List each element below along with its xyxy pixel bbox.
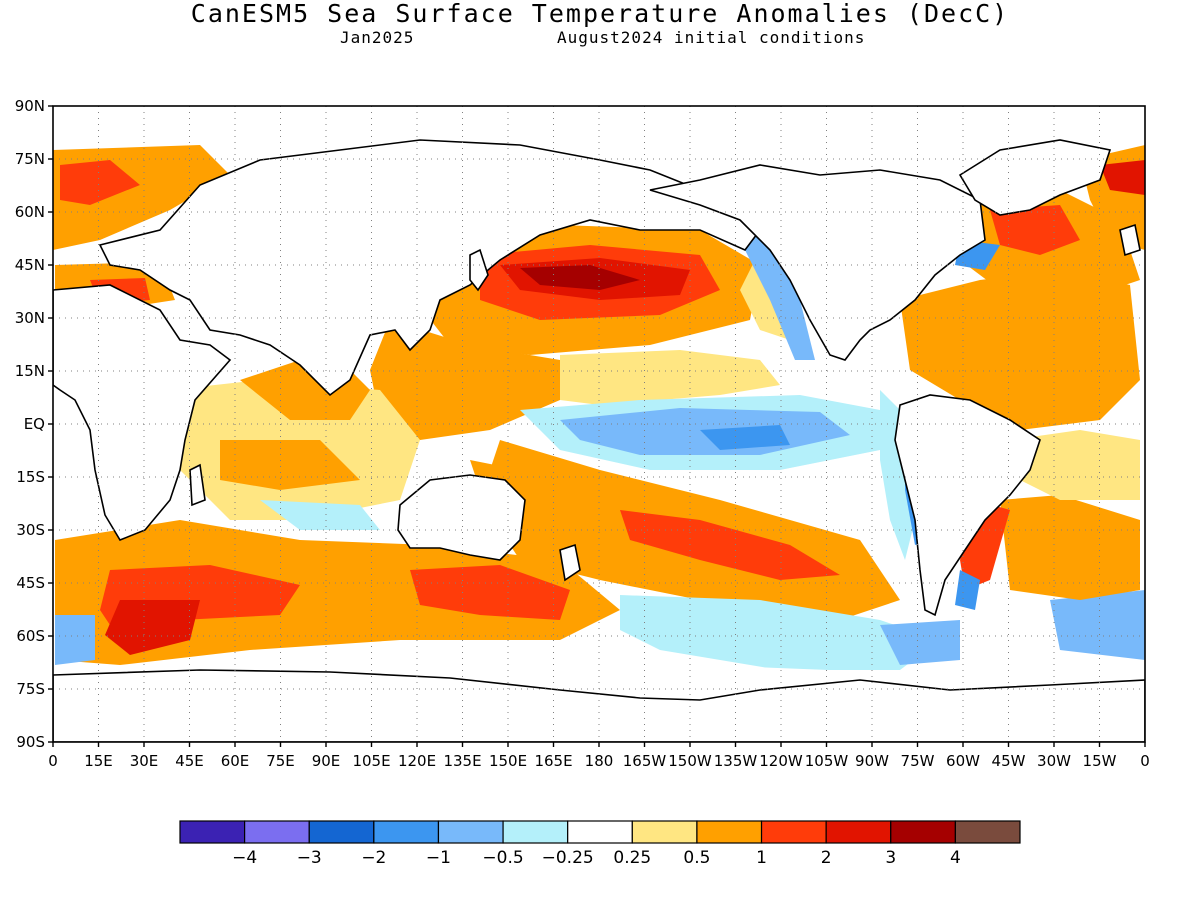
lon-tick-label: 15E: [84, 752, 113, 770]
lat-tick-label: 90N: [15, 97, 45, 115]
lat-tick-label: 30S: [16, 521, 45, 539]
lat-tick-label: 75N: [15, 150, 45, 168]
lon-tick-label: 60E: [221, 752, 250, 770]
latitude-axis: 90N 75N 60N 45N 30N 15N EQ 15S 30S 45S 60S 75S 90S: [15, 97, 53, 751]
lon-tick-label: 15W: [1083, 752, 1117, 770]
lon-tick-label: 90E: [312, 752, 341, 770]
colorbar-label: −4: [232, 848, 257, 868]
colorbar-label: 0.25: [613, 848, 651, 868]
lon-tick-label: 30E: [130, 752, 159, 770]
colorbar-swatch: [179, 820, 246, 844]
colorbar-label: 0.5: [683, 848, 710, 868]
colorbar-label: −0.5: [482, 848, 523, 868]
colorbar-swatch: [308, 820, 375, 844]
colorbar-label: 4: [950, 848, 961, 868]
forecast-month: Jan2025: [340, 28, 415, 47]
lon-tick-label: 45W: [992, 752, 1026, 770]
map-title: CanESM5 Sea Surface Temperature Anomalie…: [190, 0, 1010, 28]
colorbar-swatch: [631, 820, 698, 844]
lat-tick-label: 45S: [16, 574, 45, 592]
colorbar-swatch: [760, 820, 827, 844]
colorbar-label: 2: [821, 848, 832, 868]
colorbar-label: −1: [426, 848, 451, 868]
lon-tick-label: 165E: [534, 752, 572, 770]
lon-tick-label: 75W: [901, 752, 935, 770]
lon-tick-label: 75E: [266, 752, 295, 770]
colorbar-label: −3: [297, 848, 322, 868]
colorbar-label: 1: [756, 848, 767, 868]
colorbar-label: −2: [361, 848, 386, 868]
lon-tick-label: 105E: [352, 752, 390, 770]
lon-tick-label: 150W: [668, 752, 712, 770]
lon-tick-label: 150E: [489, 752, 527, 770]
lat-tick-label: 60N: [15, 203, 45, 221]
lon-tick-label: 180: [585, 752, 614, 770]
colorbar-swatch: [825, 820, 892, 844]
colorbar-label: −0.25: [542, 848, 594, 868]
lon-tick-label: 105W: [805, 752, 849, 770]
lat-tick-label: 30N: [15, 309, 45, 327]
colorbar-swatch: [954, 820, 1021, 844]
lon-tick-label: 120E: [398, 752, 436, 770]
lat-tick-label: 45N: [15, 256, 45, 274]
colorbar-swatch: [244, 820, 310, 844]
lon-tick-label: 45E: [175, 752, 204, 770]
lon-tick-label: 135W: [714, 752, 758, 770]
lat-tick-label: EQ: [24, 415, 45, 433]
lat-tick-label: 60S: [16, 627, 45, 645]
lon-tick-label: 165W: [623, 752, 667, 770]
colorbar-swatch: [437, 820, 504, 844]
lat-tick-label: 15S: [16, 468, 45, 486]
lon-tick-label: 0: [48, 752, 58, 770]
lat-tick-label: 15N: [15, 362, 45, 380]
lon-tick-label: 60W: [946, 752, 980, 770]
lon-tick-label: 0: [1140, 752, 1150, 770]
colorbar-swatch: [373, 820, 440, 844]
longitude-axis: 0 15E 30E 45E 60E 75E 90E 105E 120E 135E 150E 165E 1…: [48, 742, 1150, 770]
colorbar-label: 3: [885, 848, 896, 868]
initial-conditions: August2024 initial conditions: [557, 28, 866, 47]
lat-tick-label: 90S: [16, 733, 45, 751]
colorbar-swatch: [890, 820, 956, 844]
lon-tick-label: 135E: [443, 752, 481, 770]
colorbar: −4 −3 −2 −1 −0.5 −0.25 0.25 0.5 1 2 3 4: [179, 820, 1021, 868]
colorbar-swatch: [567, 820, 633, 844]
lon-tick-label: 30W: [1037, 752, 1071, 770]
lon-tick-label: 120W: [759, 752, 803, 770]
lon-tick-label: 90W: [855, 752, 889, 770]
lat-lon-grid: [53, 106, 1145, 742]
lat-tick-label: 75S: [16, 680, 45, 698]
colorbar-swatch: [696, 820, 763, 844]
colorbar-swatch: [502, 820, 569, 844]
